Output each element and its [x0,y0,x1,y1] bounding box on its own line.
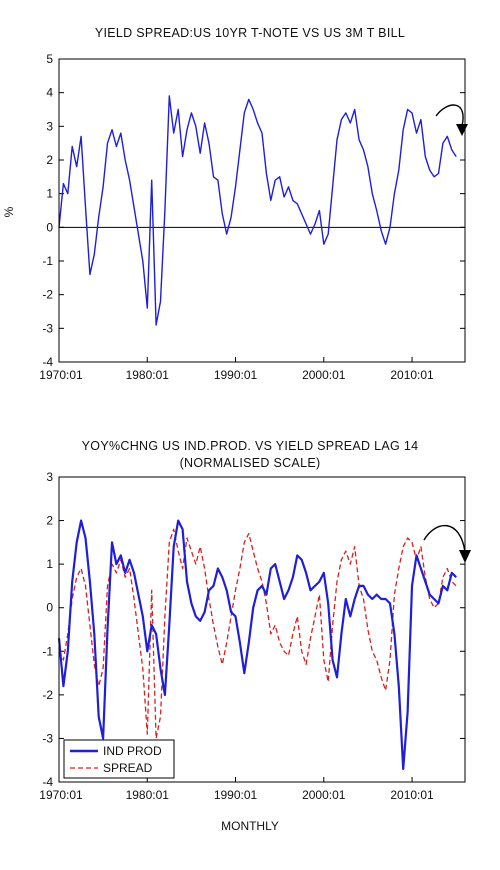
y-tick-label: -3 [42,321,53,335]
chart2-plot-frame [58,476,466,783]
x-tick-label: 2000:01 [302,788,346,802]
chart2-series-spread-line [58,528,457,740]
y-tick-label: 1 [46,187,53,201]
x-tick-label: 2000:01 [302,368,346,382]
chart1-y-ticks: 5 4 3 2 1 0 -1 -2 -3 -4 [42,52,465,369]
chart2-xlabel: MONTHLY [221,819,279,833]
ind-prod-vs-spread-chart: YOY%CHNG US IND.PROD. VS YIELD SPREAD LA… [39,439,471,833]
legend-label-ind-prod: IND PROD [103,744,162,758]
x-tick-label: 1990:01 [214,368,258,382]
chart2-subtitle: (NORMALISED SCALE) [180,456,321,470]
chart2-x-ticks: 1970:01 1980:01 1990:01 2000:01 2010:01 [39,777,434,802]
x-tick-label: 1970:01 [39,368,83,382]
chart2-title: YOY%CHNG US IND.PROD. VS YIELD SPREAD LA… [82,439,419,453]
y-tick-label: -1 [42,644,53,658]
y-tick-label: 3 [46,470,53,484]
chart1-annotation-arrow-icon [435,104,468,136]
y-tick-label: -2 [42,288,53,302]
x-tick-label: 2010:01 [390,788,434,802]
y-tick-label: -3 [42,731,53,745]
chart1-series-line [58,95,457,326]
legend-label-spread: SPREAD [103,761,153,775]
y-tick-label: 2 [46,153,53,167]
y-tick-label: 0 [46,220,53,234]
chart1-title: YIELD SPREAD:US 10YR T-NOTE VS US 3M T B… [95,26,405,40]
y-tick-label: 0 [46,601,53,615]
y-tick-label: 5 [46,52,53,66]
y-tick-label: -2 [42,688,53,702]
x-tick-label: 2010:01 [390,368,434,382]
chart1-x-ticks: 1970:01 1980:01 1990:01 2000:01 2010:01 [39,357,434,382]
legend-box [63,739,175,779]
y-tick-label: -4 [42,775,53,789]
x-tick-label: 1970:01 [39,788,83,802]
x-tick-label: 1980:01 [126,788,170,802]
chart2-legend: IND PROD SPREAD [63,739,175,779]
chart1-ylabel: % [2,206,16,217]
y-tick-label: -4 [42,355,53,369]
y-tick-label: 1 [46,557,53,571]
chart2-annotation-arrow-icon [423,525,471,563]
y-tick-label: 2 [46,514,53,528]
y-tick-label: 4 [46,86,53,100]
chart1-plot-frame [58,58,466,363]
chart2-series-ind-prod-line [57,519,457,770]
y-tick-label: 3 [46,119,53,133]
x-tick-label: 1990:01 [214,788,258,802]
yield-spread-chart: YIELD SPREAD:US 10YR T-NOTE VS US 3M T B… [2,26,468,382]
y-tick-label: -1 [42,254,53,268]
chart2-y-ticks: 3 2 1 0 -1 -2 -3 -4 [42,470,465,789]
x-tick-label: 1980:01 [126,368,170,382]
